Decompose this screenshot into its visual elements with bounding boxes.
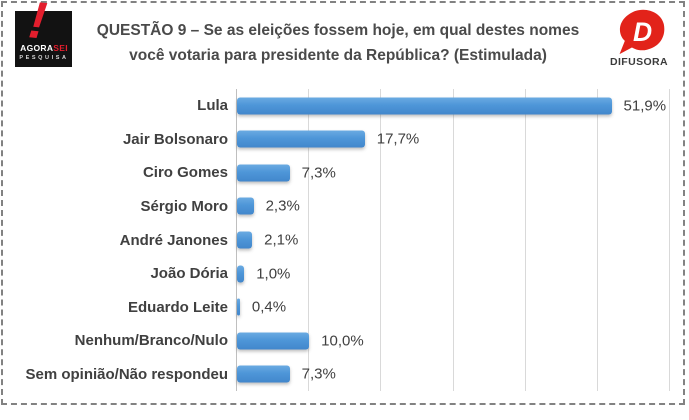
- category-label: Eduardo Leite: [127, 298, 228, 316]
- agora-sei-logo: ! AGORASEI PESQUISA: [14, 0, 74, 69]
- bar-track: 2,3%: [236, 190, 683, 224]
- category-label: André Janones: [119, 231, 228, 249]
- category-label: Ciro Gomes: [142, 164, 228, 182]
- chart-row: João Dória 1,0%: [3, 257, 683, 291]
- value-label: 51,9%: [623, 97, 667, 115]
- category-label: Lula: [197, 97, 228, 115]
- chart-row: Lula 51,9%: [3, 89, 683, 123]
- chart-row: Sérgio Moro 2,3%: [3, 190, 683, 224]
- bar: [237, 298, 240, 316]
- bar: [237, 332, 310, 350]
- svg-text:D: D: [633, 17, 652, 47]
- category-label: Jair Bolsonaro: [122, 130, 228, 148]
- bar: [237, 365, 290, 383]
- bar-track: 7,3%: [236, 358, 683, 392]
- bar-track: 17,7%: [236, 123, 683, 157]
- chart-row: Jair Bolsonaro 17,7%: [3, 123, 683, 157]
- chart-row: André Janones 2,1%: [3, 223, 683, 257]
- dashed-border-frame: ! AGORASEI PESQUISA QUESTÃO 9 – Se as el…: [1, 0, 685, 405]
- bar: [237, 231, 253, 249]
- brand-agora-text: AGORA: [20, 43, 54, 53]
- bar: [237, 265, 245, 283]
- gridline: [308, 89, 310, 391]
- difusora-logo: D DIFUSORA: [603, 9, 675, 68]
- chart-plot-area: Lula 51,9% Jair Bolsonaro 17,7% Ciro Gomes 7,…: [3, 89, 683, 391]
- category-label: João Dória: [150, 265, 228, 283]
- bar: [237, 130, 365, 148]
- agora-sei-logo-box: [15, 11, 72, 67]
- bar-track: 51,9%: [236, 89, 683, 123]
- value-label: 10,0%: [321, 332, 364, 350]
- chart-title-line1: QUESTÃO 9 – Se as eleições fossem hoje, …: [96, 22, 580, 39]
- category-label: Nenhum/Branco/Nulo: [74, 332, 228, 350]
- brand-pesquisa-text: PESQUISA: [19, 55, 69, 61]
- bar-track: 10,0%: [236, 324, 683, 358]
- agora-sei-brand-text: AGORASEI: [14, 44, 74, 53]
- bar-track: 1,0%: [236, 257, 683, 291]
- bar: [237, 197, 254, 215]
- gridline: [380, 89, 382, 391]
- category-label: Sem opinião/Não respondeu: [25, 365, 228, 383]
- category-label: Sérgio Moro: [140, 197, 228, 215]
- chart-title-line2: você votaria para presidente da Repúblic…: [129, 47, 547, 64]
- value-label: 17,7%: [376, 130, 420, 148]
- bar: [237, 164, 290, 182]
- gridline: [596, 89, 598, 391]
- value-label: 7,3%: [301, 365, 336, 383]
- chart-row: Nenhum/Branco/Nulo 10,0%: [3, 324, 683, 358]
- value-label: 0,4%: [251, 298, 287, 316]
- value-label: 1,0%: [256, 265, 291, 283]
- value-axis-line: [236, 89, 237, 391]
- value-label: 2,1%: [264, 231, 299, 249]
- value-label: 7,3%: [301, 164, 336, 182]
- bar-track: 0,4%: [236, 290, 683, 324]
- difusora-d-icon: D: [619, 9, 665, 55]
- chart-row: Eduardo Leite 0,4%: [3, 290, 683, 324]
- chart-row: Ciro Gomes 7,3%: [3, 156, 683, 190]
- gridline: [524, 89, 526, 391]
- gridline: [452, 89, 454, 391]
- chart-row: Sem opinião/Não respondeu 7,3%: [3, 358, 683, 392]
- gridline: [669, 89, 670, 391]
- brand-sei-text: SEI: [53, 43, 68, 53]
- bar-track: 7,3%: [236, 156, 683, 190]
- difusora-wordmark: DIFUSORA: [609, 56, 669, 68]
- bar: [237, 97, 612, 115]
- chart-title: QUESTÃO 9 – Se as eleições fossem hoje, …: [91, 18, 585, 68]
- value-label: 2,3%: [265, 197, 300, 215]
- bar-track: 2,1%: [236, 223, 683, 257]
